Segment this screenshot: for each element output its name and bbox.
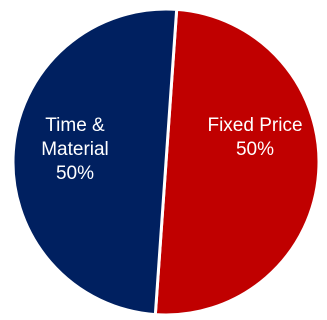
pie-slice-fixed-price [153, 7, 321, 317]
pie-slice-time-material [11, 7, 179, 317]
slice-label-0-line-0: Fixed Price [207, 115, 302, 136]
slice-label-1-line-0: Time & [45, 115, 105, 136]
slice-label-1-line-1: Material [41, 139, 109, 160]
slice-label-0-line-1: 50% [236, 139, 274, 160]
slice-label-1-line-2: 50% [56, 163, 94, 184]
